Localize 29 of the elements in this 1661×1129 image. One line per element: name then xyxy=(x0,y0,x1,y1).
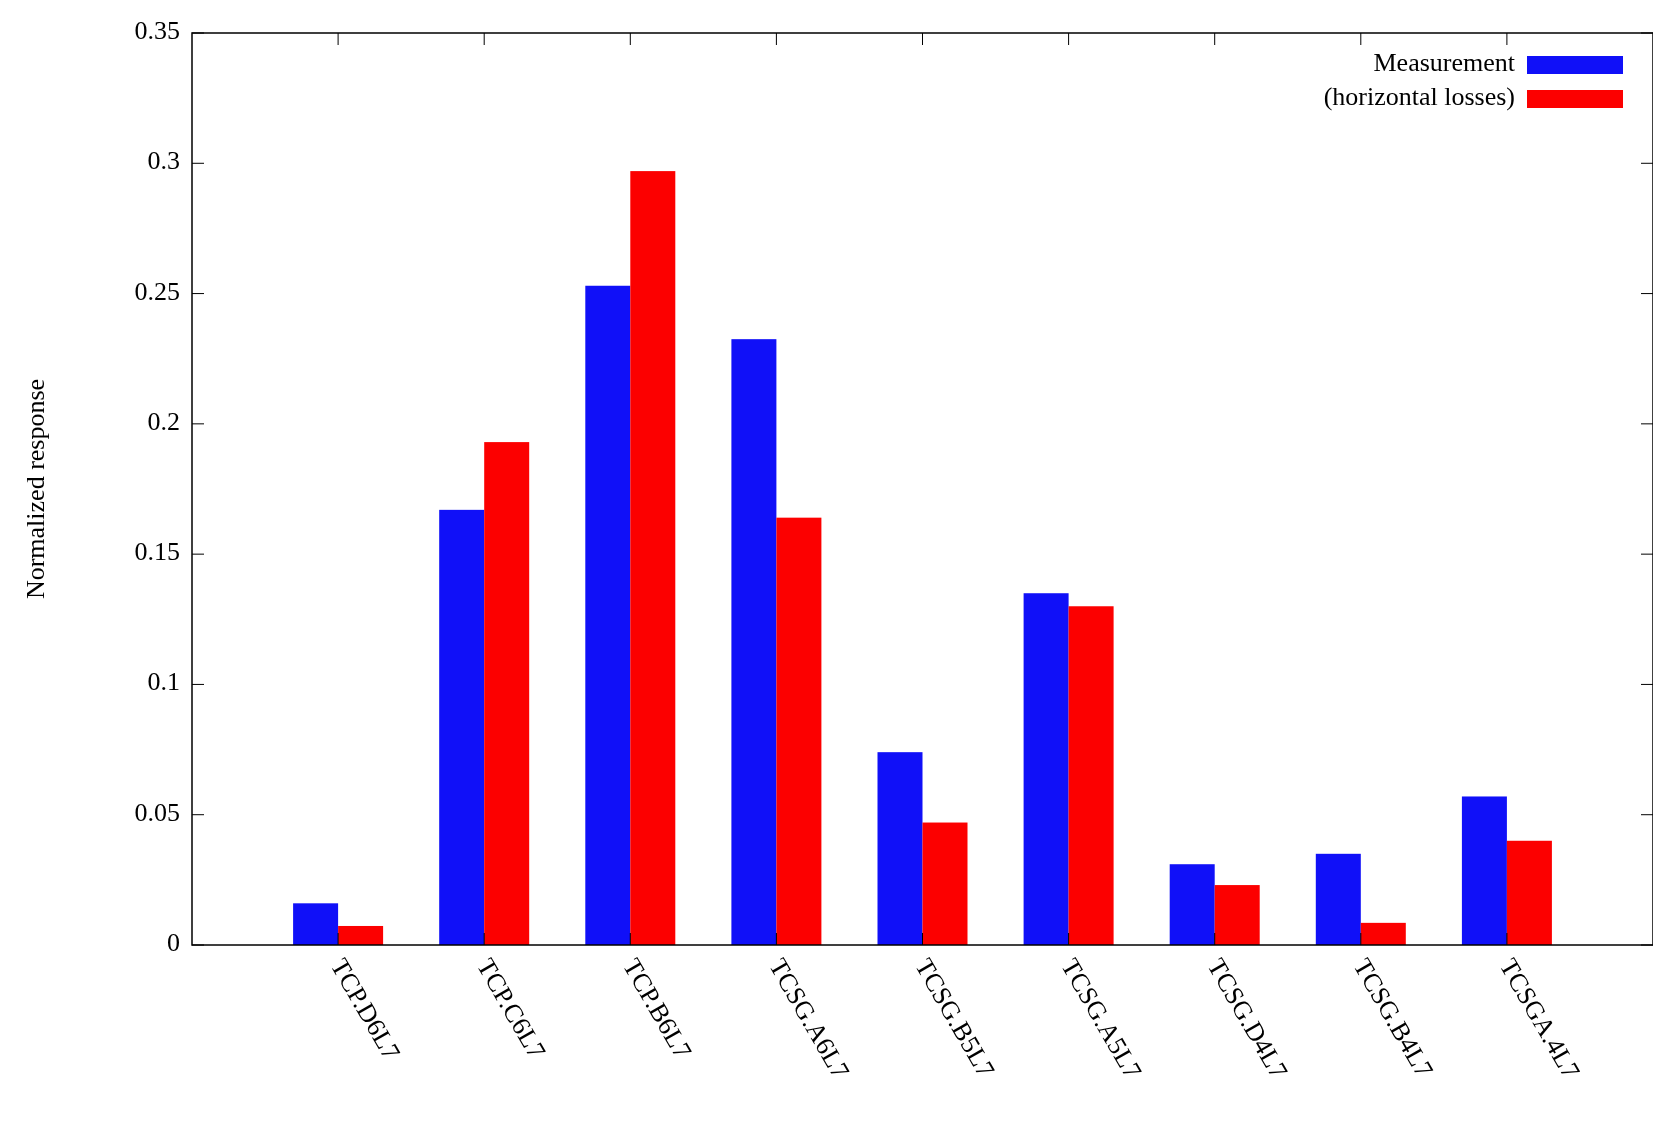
bar xyxy=(1506,840,1552,945)
bar xyxy=(1068,606,1114,945)
bar xyxy=(484,442,530,945)
bar xyxy=(1169,864,1215,945)
y-tick-label: 0.35 xyxy=(134,15,180,45)
bar xyxy=(1360,922,1406,945)
legend-label: (horizontal losses) xyxy=(1323,81,1515,111)
y-tick-label: 0.25 xyxy=(134,276,180,306)
y-tick-label: 0.15 xyxy=(134,537,180,567)
y-tick-label: 0.05 xyxy=(134,797,180,827)
bar xyxy=(585,285,631,945)
y-tick-label: 0.2 xyxy=(147,406,180,436)
bar xyxy=(922,822,968,945)
bar xyxy=(630,171,676,945)
bar xyxy=(1315,853,1361,945)
bar xyxy=(338,925,384,945)
bar xyxy=(731,339,777,945)
bar xyxy=(1461,796,1507,945)
legend-label: Measurement xyxy=(1373,47,1516,77)
bar xyxy=(776,517,822,945)
y-tick-label: 0.3 xyxy=(147,146,180,176)
y-axis-title: Normalized response xyxy=(21,378,50,600)
y-tick-label: 0 xyxy=(167,927,180,957)
bar xyxy=(1023,593,1069,945)
bar xyxy=(877,752,923,945)
y-tick-label: 0.1 xyxy=(147,667,180,697)
bar xyxy=(293,903,339,945)
bar xyxy=(439,509,485,945)
bar xyxy=(1214,885,1260,945)
